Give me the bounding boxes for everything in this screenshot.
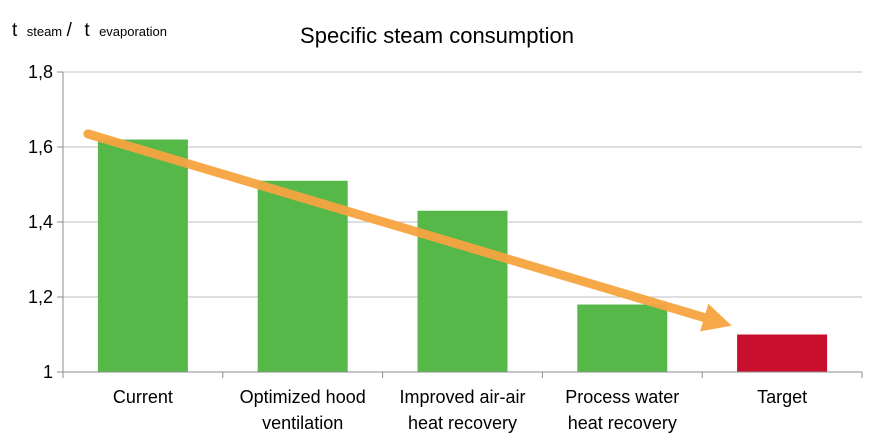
bar — [577, 304, 668, 372]
x-tick-label: Improved air-air heat recovery — [399, 387, 525, 433]
x-axis-ticks: Current Optimized hood ventilation Improved… — [113, 387, 807, 433]
y-axis-ticks: 1 1,2 1,4 1,6 1,8 — [28, 62, 63, 382]
y-tick-label: 1 — [43, 362, 53, 382]
axes — [62, 72, 863, 378]
x-tick-label: Optimized hood ventilation — [240, 387, 366, 433]
y-axis-label-sub2: evaporation — [99, 24, 167, 39]
x-tick-label: Target — [757, 387, 807, 407]
trend-arrow-line — [83, 129, 732, 332]
y-tick-label: 1,6 — [28, 137, 53, 157]
trend-arrow — [83, 129, 732, 332]
bar — [257, 180, 348, 372]
y-axis-label-t2: t — [84, 20, 90, 41]
bars — [97, 139, 828, 372]
chart-title: Specific steam consumption — [300, 23, 574, 48]
y-axis-label-t1: t — [12, 20, 18, 41]
bar — [737, 334, 828, 372]
y-tick-label: 1,4 — [28, 212, 53, 232]
y-axis-label-sub1: steam — [27, 24, 62, 39]
y-tick-label: 1,2 — [28, 287, 53, 307]
x-tick-label: Process water heat recovery — [565, 387, 679, 433]
bar — [97, 139, 188, 372]
x-tick-label: Current — [113, 387, 173, 407]
y-axis-label-slash: / — [67, 20, 73, 41]
y-axis-label: t steam / t evaporation — [12, 20, 167, 41]
y-tick-label: 1,8 — [28, 62, 53, 82]
